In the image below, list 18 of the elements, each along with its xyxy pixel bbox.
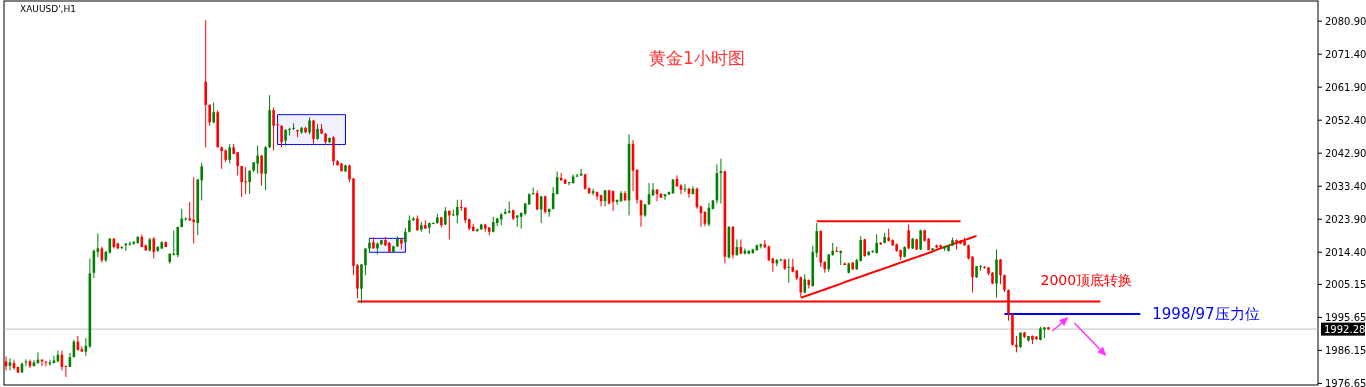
y-tick-label: 2023.90 [1325,213,1366,225]
series-label: 2000顶底转换 [1040,271,1133,288]
y-tick-label: 2005.15 [1325,278,1366,290]
text: 黄金1小时图 [649,48,745,68]
y-tick-label: 2080.90 [1325,15,1366,27]
y-tick-label: 1986.15 [1325,344,1366,356]
y-tick-label: 2061.90 [1325,81,1366,93]
y-tick-label: 2014.40 [1325,246,1366,258]
y-tick-label: 2042.90 [1325,147,1366,159]
y-tick-label: 2033.40 [1325,180,1366,192]
y-tick-label: 1995.65 [1325,311,1366,323]
annotation: XAUUSD',H1 [20,4,76,14]
y-tick-label: 1976.65 [1325,377,1366,387]
ref-line-label: 1992.28 [1324,323,1366,335]
y-tick-label: 2052.40 [1325,114,1366,126]
ref-line: 1992.28 [3,322,1366,336]
y-tick-label: 2071.40 [1325,48,1366,60]
series-label: 1998/97压力位 [1152,305,1260,324]
